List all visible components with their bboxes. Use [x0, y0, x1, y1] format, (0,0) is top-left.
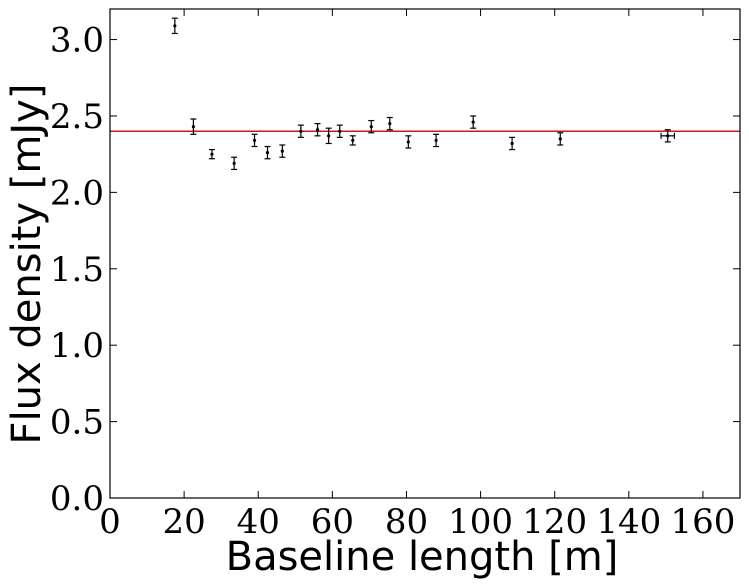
- data-point: [264, 145, 271, 160]
- data-point: [557, 132, 564, 146]
- data-point: [208, 148, 215, 160]
- x-tick-label: 80: [385, 502, 428, 542]
- x-tick-label: 60: [311, 502, 354, 542]
- y-axis-ticks: 0.0 0.5 1.0 1.5 2.0 2.5 3.0: [50, 21, 740, 519]
- y-tick-label: 2.5: [50, 97, 104, 137]
- data-point: [405, 135, 412, 149]
- data-points-layer: [171, 17, 676, 171]
- data-point: [314, 123, 321, 137]
- data-point: [660, 129, 676, 143]
- x-tick-label: 140: [596, 502, 661, 542]
- plot-frame: [109, 8, 741, 499]
- data-point: [279, 144, 286, 158]
- x-tick-label: 0: [99, 502, 121, 542]
- x-axis-ticks: 0 20 40 60 80 100 120 140 160: [99, 9, 735, 542]
- data-point: [251, 133, 258, 148]
- data-point: [297, 124, 304, 138]
- data-point: [171, 17, 178, 35]
- x-tick-label: 160: [670, 502, 735, 542]
- y-tick-label: 1.5: [50, 250, 104, 290]
- data-point: [325, 127, 332, 145]
- y-axis-title: Flux density [mJy]: [4, 84, 50, 445]
- x-axis-title: Baseline length [m]: [226, 534, 619, 580]
- data-point: [190, 118, 197, 135]
- y-tick-label: 1.0: [50, 326, 104, 366]
- data-point: [231, 156, 238, 171]
- plot-area: [110, 9, 740, 498]
- data-point: [509, 136, 516, 151]
- x-tick-label: 120: [522, 502, 587, 542]
- y-tick-label: 0.5: [50, 403, 104, 443]
- data-point: [470, 115, 477, 129]
- data-point: [368, 119, 375, 134]
- y-tick-label: 3.0: [50, 21, 104, 61]
- data-point: [349, 135, 356, 146]
- y-tick-label: 2.0: [50, 173, 104, 213]
- data-point: [433, 133, 440, 148]
- x-tick-label: 20: [162, 502, 205, 542]
- y-tick-label: 0.0: [50, 479, 104, 519]
- data-point: [386, 116, 393, 131]
- x-tick-label: 40: [237, 502, 280, 542]
- x-tick-label: 100: [448, 502, 513, 542]
- data-point: [336, 124, 343, 138]
